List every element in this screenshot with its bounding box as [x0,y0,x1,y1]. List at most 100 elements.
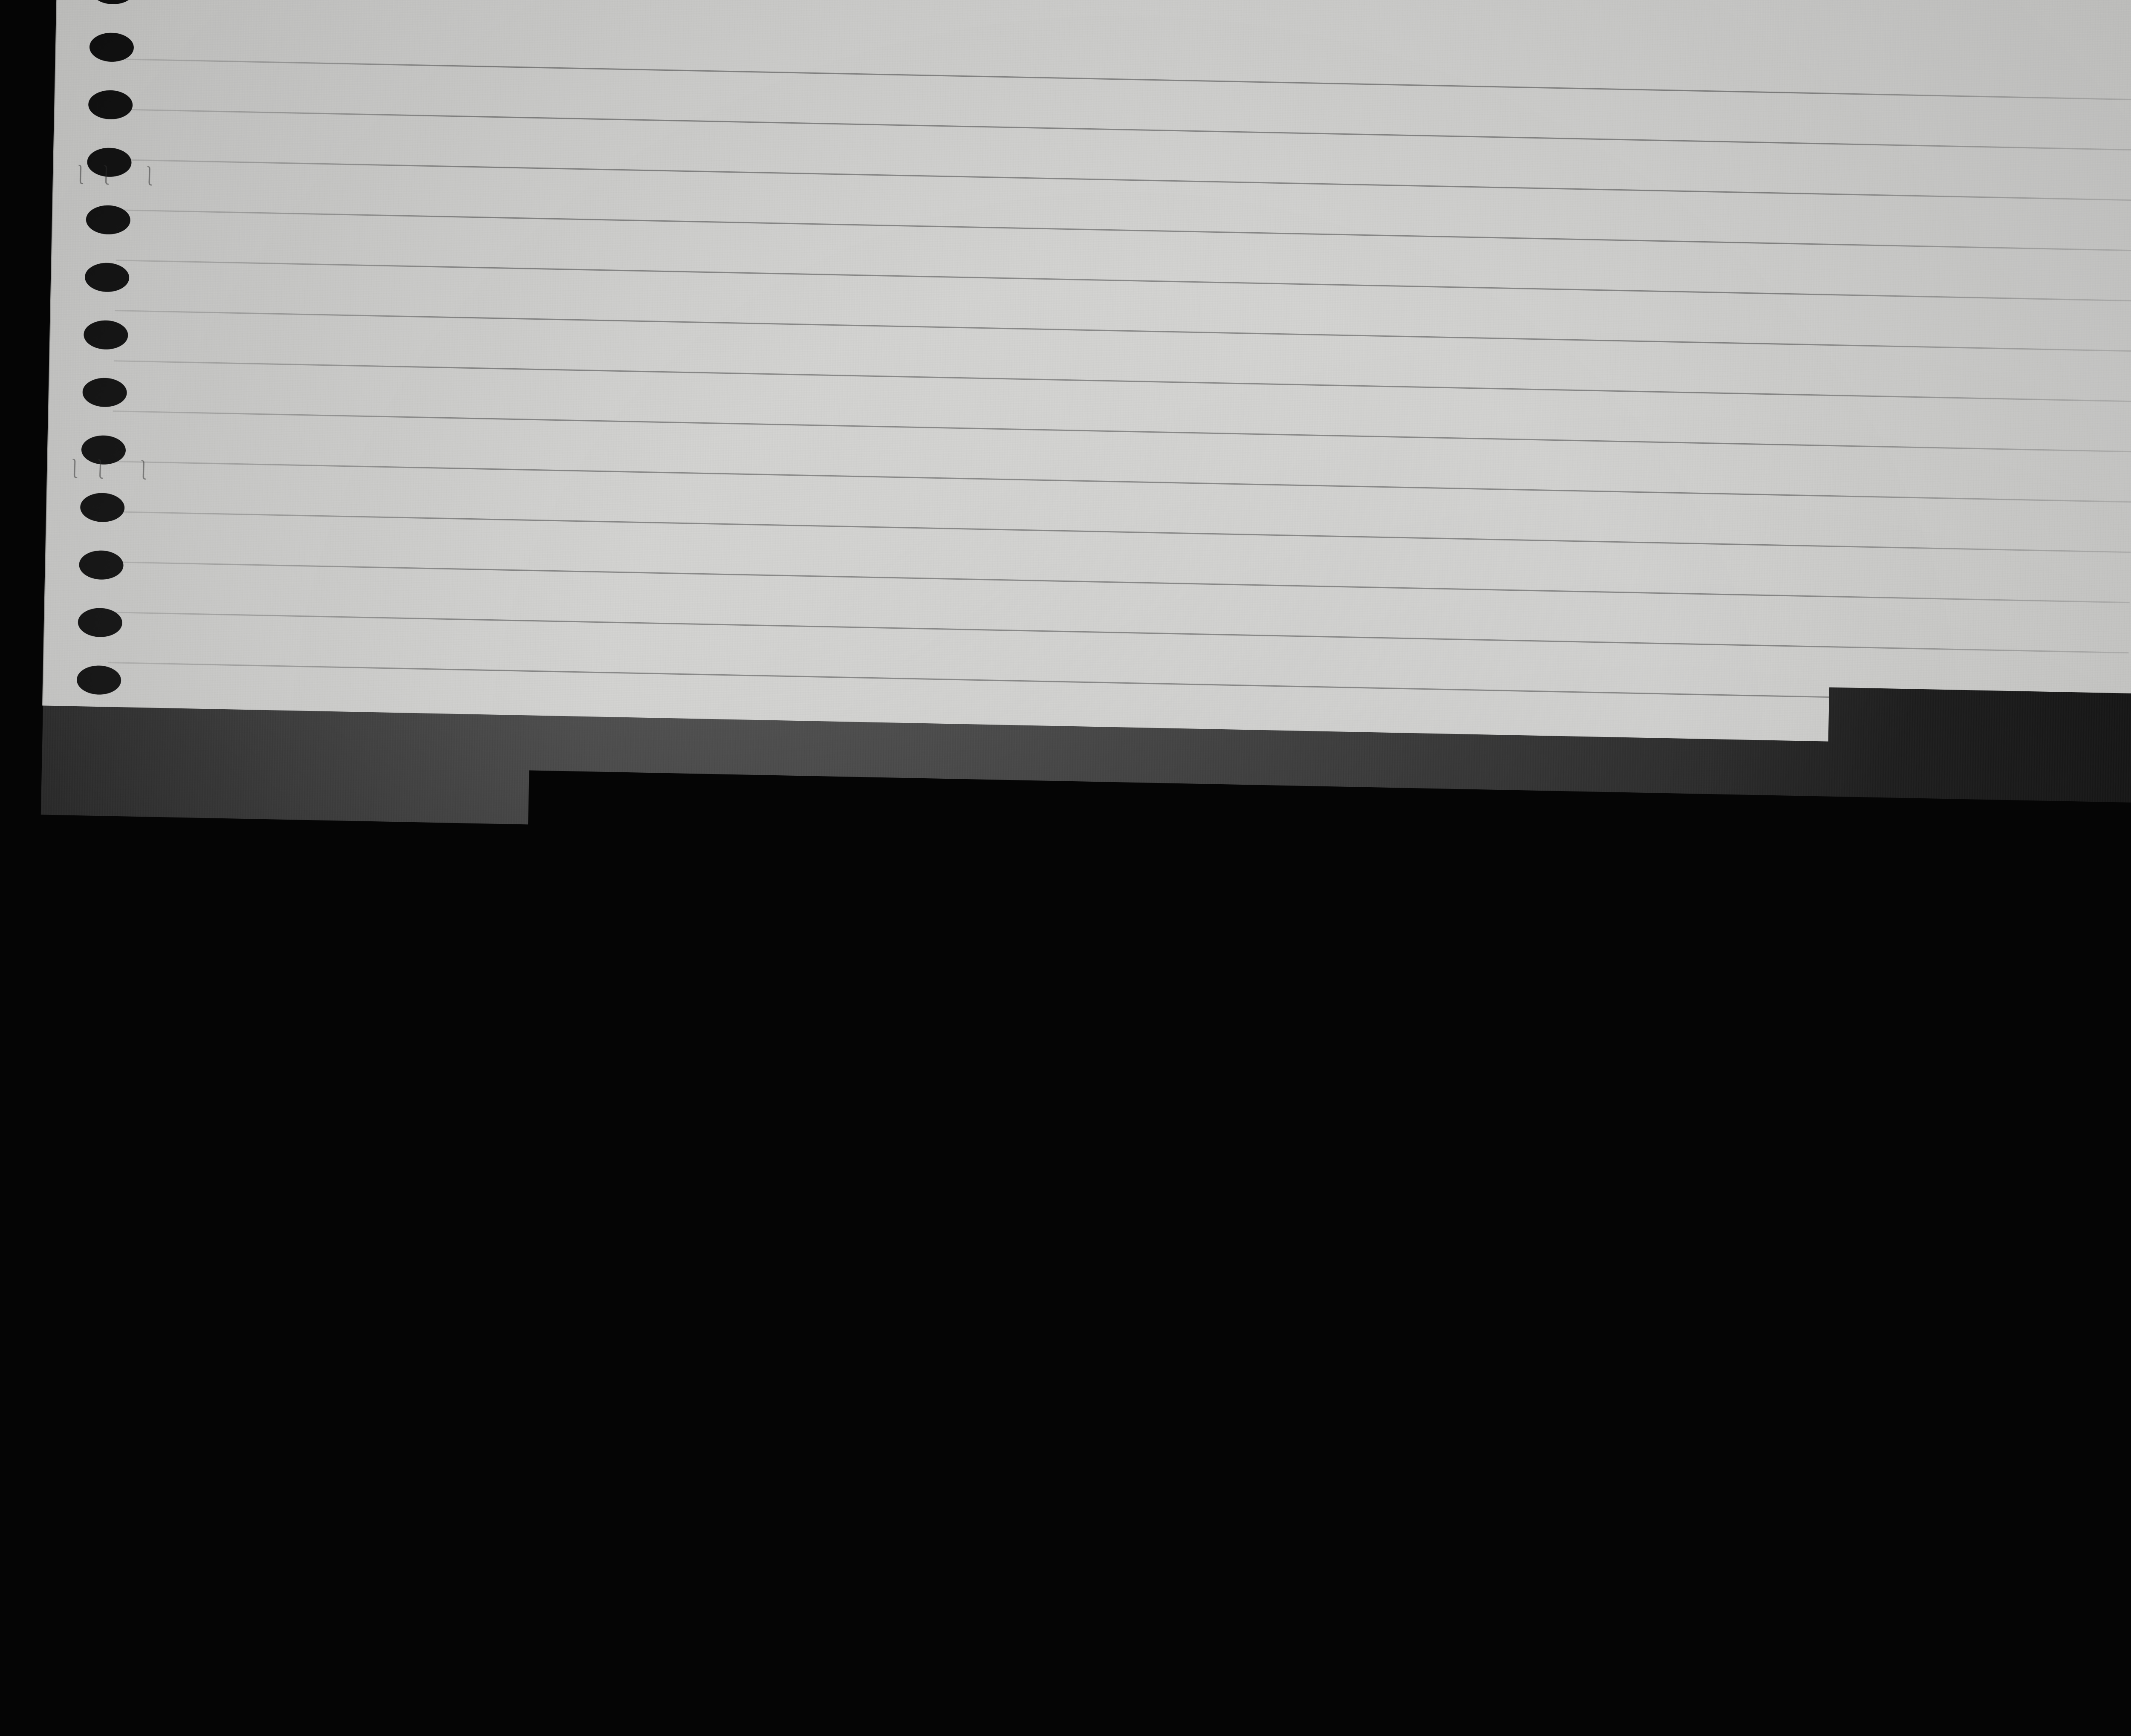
cell-date: 16 JAN 1918 [1132,364,1263,393]
cell-flag: R [988,1462,1004,1490]
collection-title-left: BORDEN [1006,47,1176,90]
cell-subject: LABOUR - ORIENTAL [401,1131,642,1163]
cell-author: MACHINISTS INT ASSOC [1344,1369,1616,1402]
column-header-pages: PAGES [1824,206,1906,237]
cell-subject: LABOUR - ORIENTAL [413,530,654,562]
cell-flag: R [993,1262,1008,1289]
cell-flag: R [1007,561,1022,589]
cell-x-marker: X [1689,525,1704,552]
cell-subject: LABOUR - ORIENTAL [420,179,661,211]
cell-subject: LABOUR - ORIENTAL [404,931,646,963]
cell-date: 12 JAN 1918 [1135,213,1266,243]
cell-subject: LABOUR - ORIENTAL [410,630,652,662]
cell-author: PARKER JHM [1360,568,1508,598]
cell-author: NEW WESTMINSTER TLC [1345,1320,1622,1352]
cell-date-dot: · [1087,262,1095,287]
cell-subject: LABOUR - ORIENTAL [401,1081,643,1113]
page-title: BORDEN PAPERS [1006,46,1407,95]
cell-author: PAINTERS BRO [1346,1269,1516,1300]
cell-subject: LABOUR - ORIENTAL [406,881,647,913]
cell-pages: 125139 [1741,485,1811,514]
cell-author: CALGARY TLC [1351,1019,1512,1049]
cell-author: VERNON BD OF TRADE X [1352,969,1632,1002]
cell-pages: 125148 [1733,936,1802,965]
cell-flag: R [995,1162,1010,1190]
cell-subject: LABOUR - ORIENTAL [402,1031,644,1063]
cell-subject: LABOUR - ORIENTAL [409,731,650,763]
cell-pages: 125123 125124 [1745,285,1890,315]
cell-author: ONT LABOUR EDUC ASSN [1358,668,1648,701]
cell-date: 24 JAN 1918 [1114,1265,1245,1294]
document-sheet: ⎱⎱ ⎱⎱⎱ ⎱⎱⎱ ⎱⎱⎱ ⎱⎱⎱ ⎱⎱⎱ ⎱⎱⎱ ⎱⎱⎱ ⎱⎱⎱ ⎱ BOR… [23,0,2131,1735]
cell-pages: 125170 [1721,1487,1791,1515]
cell-pages: 125129 [1744,335,1814,364]
cell-pages: 125140 [1739,585,1809,614]
cell-subject: LABOUR - ORIENTAL [407,780,649,812]
cell-flag: R [1010,411,1025,438]
cell-author: CLEMENT FM [1362,468,1510,499]
list-type-label: SUBJECT LIST [1077,105,1276,142]
cell-pages: 125139 [1740,535,1810,564]
cell-date: 21 JAN 1918 [1124,764,1255,794]
column-header-date: DATE [1179,163,1243,194]
cell-subject: LABOUR - ORIENTAL [419,230,660,262]
cell-flag: R [990,1412,1005,1440]
cell-flag: R [1004,711,1019,739]
cell-author: RAILWAY CARMEN ASSOC [1343,1420,1635,1453]
cell-subject: LABOUR - ORIENTAL [404,981,645,1013]
cell-flag: R [999,912,1015,939]
cell-date: 23 JAN 1918 [1118,1064,1249,1094]
cell-subject: LABOUR - ORIENTAL [398,1231,640,1263]
cell-subject: LABOUR - ORIENTAL [398,1281,639,1313]
cell-date: 21 JAN 1918 [1123,814,1254,844]
cell-date: 21 JAN 1918 [1122,864,1253,894]
cell-pages: 125153 [1733,886,1803,914]
cell-subject: LABOUR - ORIENTAL [407,831,648,863]
cell-date: 24 JAN 1918 [1116,1164,1247,1194]
cell-date: 17 JAN 1918 [1129,514,1260,543]
cell-author: INDEPENDENT LABOUR [1348,1169,1613,1202]
cell-subject: LABOUR - ORIENTAL [396,1331,638,1363]
cell-subject: LABOUR - ORIENTAL [415,430,656,462]
cell-author: BIRD S MRS [1357,719,1492,748]
pencil-arc-annotation [1928,155,2109,243]
cell-pages: 125160 125161 [1726,1236,1871,1267]
cell-flag: R [1005,661,1020,689]
cell-pages: 125162 [1725,1286,1795,1315]
cell-flag: R [1012,311,1027,338]
cell-flag: R [996,1062,1012,1089]
cell-author: LOCOMOTIVE ENGINEERS [1355,819,1647,852]
cell-subject: LABOUR - ORIENTAL [396,1381,637,1413]
cell-author: COBALT MINERS UNION [1349,1119,1616,1152]
cell-flag: R [1006,611,1021,638]
cell-pages: 125145 125146 [1737,685,1882,716]
cell-flag: R [1001,862,1016,889]
cell-flag: R [992,1312,1007,1340]
cell-author: BOOKBINDERS INT BRO [1366,268,1636,300]
document-content: BORDEN PAPERS SUBJECT LIST 1779 SUBJECT … [23,0,2131,1735]
column-header-author: AUTHOR [1468,185,1571,217]
cell-subject: LABOUR - ORIENTAL [416,380,657,412]
cell-pages: 125163 [1728,1136,1798,1165]
cell-date: 19 JAN 1918 [1126,664,1257,693]
cell-date: 16 JAN 1918 [1133,313,1264,343]
cell-author: BC LABOUR FED [1365,318,1553,349]
cell-subject: LABOUR - ORIENTAL [418,280,659,312]
bird-emblem-icon [1228,43,1266,95]
cell-date: 21 JAN 1918 [1125,714,1256,744]
cell-subject: LABOUR - ORIENTAL [395,1431,636,1463]
cell-subject: LABOUR - ORIENTAL [416,330,658,362]
cell-subject: LABOUR - ORIENTAL [399,1181,641,1213]
cell-pages: 125158 [1730,1086,1799,1115]
cell-flag: R [998,1012,1013,1039]
cell-pages: 125166 [1723,1386,1793,1415]
cell-pages: 125121 125122 [1747,235,1891,265]
cell-date: 17 JAN 1918 [1130,464,1261,494]
cell-x-marker: X [1690,475,1704,502]
cell-pages: 125154 . [1736,736,1819,765]
cell-flag: R [1013,261,1028,288]
cell-date: 28 JAN 1918 [1110,1465,1241,1495]
cell-subject: LABOUR - ORIENTAL [410,680,651,712]
cell-date: 22 JAN 1918 [1119,1014,1250,1044]
collection-title-right: PAPERS [1246,52,1407,95]
